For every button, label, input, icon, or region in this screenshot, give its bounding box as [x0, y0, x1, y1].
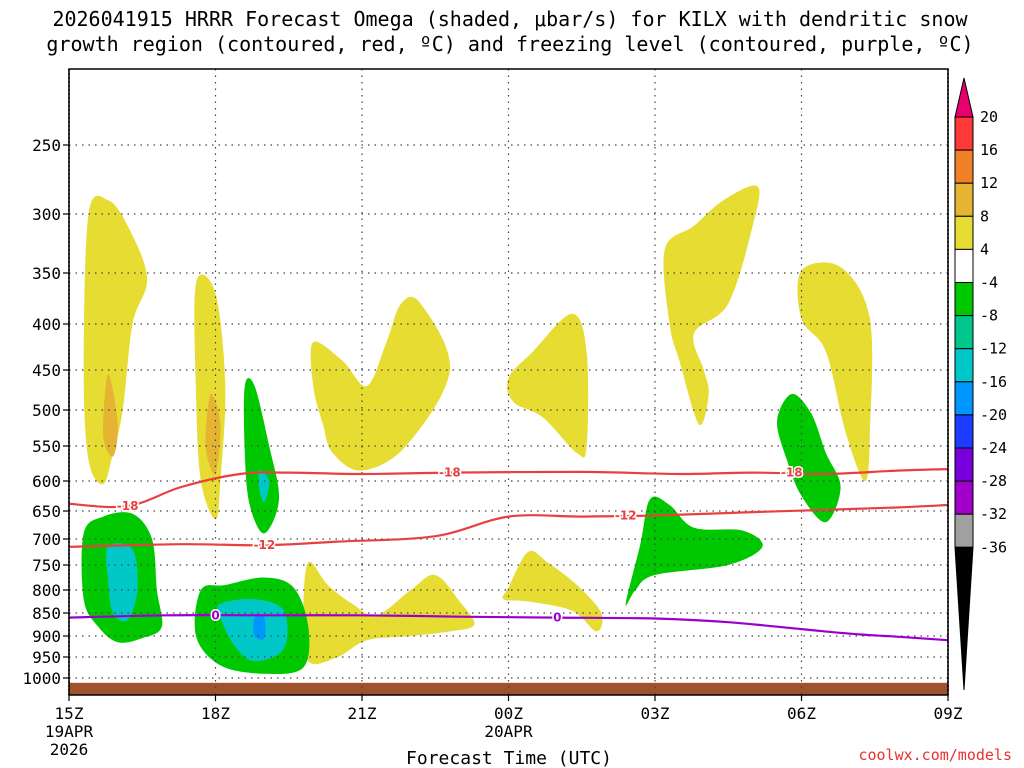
colorbar-swatch-13 — [954, 513, 974, 548]
y-tick-label-500: 500 — [32, 401, 61, 420]
colorbar-label-7: -12 — [980, 340, 1007, 358]
credit-link[interactable]: coolwx.com/models — [858, 746, 1012, 764]
colorbar-swatch-4 — [954, 215, 974, 250]
dgz-contour-0 — [69, 468, 948, 509]
x-tick-sublabel-00Z-0: 20APR — [484, 722, 533, 741]
colorbar-swatch-8 — [954, 348, 974, 383]
omega-region-green-5 — [777, 393, 841, 523]
dgz-label-extra-3: -18 — [781, 466, 803, 480]
x-tick-label-18Z: 18Z — [201, 704, 230, 723]
colorbar-label-0: 20 — [980, 108, 998, 126]
x-tick-label-15Z: 15Z — [55, 704, 84, 723]
colorbar-label-10: -24 — [980, 439, 1007, 457]
y-axis: 250 300 350 400 450 500 550 600 650 700 750 800 850 9… — [22, 136, 69, 688]
x-tick-label-09Z: 09Z — [934, 704, 963, 723]
omega-region-orange-1 — [103, 373, 118, 457]
y-tick-label-600: 600 — [32, 472, 61, 491]
plot-area: -18 -12 -18 -12 -18 0 0 — [68, 68, 949, 696]
y-tick-label-800: 800 — [32, 581, 61, 600]
y-tick-label-850: 850 — [32, 604, 61, 623]
x-tick-label-03Z: 03Z — [641, 704, 670, 723]
omega-region-yellow-4 — [507, 313, 589, 458]
omega-region-orange-2 — [205, 393, 221, 475]
y-tick-label-950: 950 — [32, 648, 61, 667]
omega-region-yellow-8 — [502, 550, 603, 632]
colorbar-label-6: -8 — [980, 307, 998, 325]
y-tick-label-250: 250 — [32, 136, 61, 155]
x-tick-label-21Z: 21Z — [348, 704, 377, 723]
colorbar-label-3: 8 — [980, 207, 989, 225]
colorbar-label-1: 16 — [980, 141, 998, 159]
colorbar-arrow-top — [954, 77, 974, 118]
colorbar-label-8: -16 — [980, 373, 1007, 391]
x-tick-label-06Z: 06Z — [787, 704, 816, 723]
colorbar: 20 16 12 8 4 -4 -8 -12 -16 -20 -24 -28 -32 -36 — [954, 77, 1007, 691]
y-tick-label-650: 650 — [32, 502, 61, 521]
y-tick-label-1000: 1000 — [22, 669, 61, 688]
dgz-label-extra-0: -12 — [253, 538, 275, 552]
colorbar-arrow-bottom — [954, 546, 974, 691]
colorbar-swatch-5 — [954, 248, 974, 283]
plot-inner: -18 -12 -18 -12 -18 0 0 — [69, 69, 948, 695]
y-tick-label-550: 550 — [32, 437, 61, 456]
x-axis-label: Forecast Time (UTC) — [406, 748, 612, 768]
freezing-level-line — [69, 614, 948, 642]
y-tick-label-700: 700 — [32, 530, 61, 549]
omega-region-teal-2 — [258, 470, 270, 503]
y-tick-label-750: 750 — [32, 556, 61, 575]
omega-region-yellow-5 — [663, 185, 760, 426]
omega-region-green-2 — [243, 378, 280, 534]
dgz-label-0: -18 — [117, 499, 139, 513]
omega-region-yellow-1 — [83, 195, 148, 485]
colorbar-swatch-12 — [954, 480, 974, 515]
y-tick-label-350: 350 — [32, 264, 61, 283]
dgz-contour-extra-0 — [69, 503, 948, 548]
freezing-level-label-1: 0 — [553, 611, 561, 625]
y-tick-label-900: 900 — [32, 627, 61, 646]
x-tick-sublabel-15Z-1: 2026 — [50, 740, 89, 759]
dgz-label-extra-1: -18 — [439, 466, 461, 480]
omega-region-yellow-6 — [797, 262, 873, 481]
omega-region-cyan-3 — [253, 615, 266, 640]
colorbar-swatch-10 — [954, 414, 974, 449]
omega-region-green-4 — [625, 496, 763, 606]
colorbar-label-2: 12 — [980, 174, 998, 192]
colorbar-swatch-9 — [954, 381, 974, 416]
colorbar-label-12: -32 — [980, 505, 1007, 523]
colorbar-swatch-6 — [954, 282, 974, 317]
colorbar-label-4: 4 — [980, 240, 989, 258]
freezing-level-label-0: 0 — [211, 608, 219, 622]
omega-region-yellow-3 — [310, 296, 451, 471]
dgz-label-extra-2: -12 — [615, 508, 637, 522]
colorbar-label-11: -28 — [980, 472, 1007, 490]
x-tick-sublabel-15Z-0: 19APR — [45, 722, 94, 741]
colorbar-swatch-2 — [954, 149, 974, 184]
colorbar-label-13: -36 — [980, 538, 1007, 556]
omega-region-teal-1 — [106, 543, 138, 622]
colorbar-swatch-1 — [954, 116, 974, 151]
ground-surface — [69, 682, 948, 695]
colorbar-label-9: -20 — [980, 406, 1007, 424]
colorbar-swatch-3 — [954, 182, 974, 217]
chart-title-line-2: growth region (contoured, red, ºC) and f… — [46, 32, 973, 56]
colorbar-swatch-7 — [954, 315, 974, 350]
y-tick-label-300: 300 — [32, 205, 61, 224]
colorbar-swatch-11 — [954, 447, 974, 482]
y-tick-label-450: 450 — [32, 361, 61, 380]
y-tick-label-400: 400 — [32, 315, 61, 334]
chart-title-line-1: 2026041915 HRRR Forecast Omega (shaded, … — [52, 7, 968, 31]
x-tick-label-00Z: 00Z — [494, 704, 523, 723]
colorbar-label-5: -4 — [980, 274, 998, 292]
